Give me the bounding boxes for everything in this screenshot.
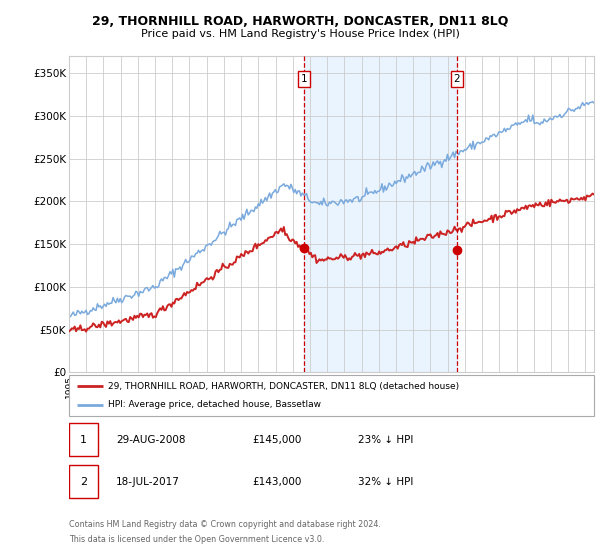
Text: 29, THORNHILL ROAD, HARWORTH, DONCASTER, DN11 8LQ: 29, THORNHILL ROAD, HARWORTH, DONCASTER,… [92,15,508,28]
FancyBboxPatch shape [69,423,98,456]
Text: HPI: Average price, detached house, Bassetlaw: HPI: Average price, detached house, Bass… [109,400,322,409]
Bar [304,56,457,372]
Text: 2: 2 [80,477,87,487]
Text: 2: 2 [454,74,460,84]
Text: 29-AUG-2008: 29-AUG-2008 [116,435,186,445]
Text: 1: 1 [80,435,87,445]
Text: £145,000: £145,000 [253,435,302,445]
Text: 18-JUL-2017: 18-JUL-2017 [116,477,180,487]
Text: 23% ↓ HPI: 23% ↓ HPI [358,435,413,445]
FancyBboxPatch shape [69,465,98,498]
Text: Price paid vs. HM Land Registry's House Price Index (HPI): Price paid vs. HM Land Registry's House … [140,29,460,39]
Text: £143,000: £143,000 [253,477,302,487]
Text: This data is licensed under the Open Government Licence v3.0.: This data is licensed under the Open Gov… [69,535,325,544]
Text: 32% ↓ HPI: 32% ↓ HPI [358,477,413,487]
Text: 1: 1 [301,74,307,84]
Text: Contains HM Land Registry data © Crown copyright and database right 2024.: Contains HM Land Registry data © Crown c… [69,520,381,529]
FancyBboxPatch shape [69,375,594,416]
Text: 29, THORNHILL ROAD, HARWORTH, DONCASTER, DN11 8LQ (detached house): 29, THORNHILL ROAD, HARWORTH, DONCASTER,… [109,381,460,390]
